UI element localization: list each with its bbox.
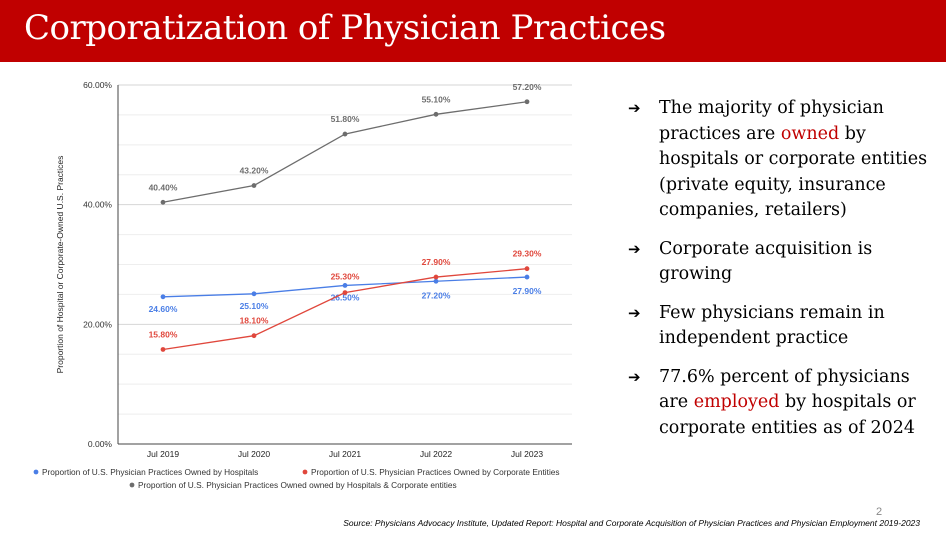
data-label: 25.30% [331,272,360,282]
bullet-highlight: employed [693,392,780,412]
data-label: 18.10% [240,316,269,326]
y-tick-label: 40.00% [83,200,112,210]
data-label: 24.60% [149,304,178,314]
bullet-item: ➔ The majority of physician practices are… [628,96,928,224]
y-tick-label: 60.00% [83,80,112,90]
legend-label: Proportion of U.S. Physician Practices O… [311,467,560,477]
source-citation: Source: Physicians Advocacy Institute, U… [343,518,920,528]
arrow-icon: ➔ [628,239,641,258]
data-point [160,294,166,300]
data-label: 15.80% [149,329,178,339]
data-label: 27.90% [422,257,451,267]
bullet-highlight: owned [780,123,840,144]
x-tick-label: Jul 2020 [238,449,270,459]
data-label: 27.20% [422,290,451,300]
data-point [342,290,348,296]
data-label: 55.10% [422,94,451,104]
title-bar: Corporatization of Physician Practices [0,0,946,62]
bullet-list: ➔ The majority of physician practices are… [628,96,928,454]
bullet-text: by hospitals or corporate entities as of… [659,392,916,438]
data-point [433,274,439,280]
bullet-text: Few physicians remain in independent pra… [659,302,885,349]
data-point [433,111,439,117]
data-point [342,283,348,288]
arrow-icon: ➔ [628,99,641,117]
x-tick-label: Jul 2023 [511,449,543,459]
data-label: 40.40% [149,182,178,192]
data-point [342,131,348,137]
bullet-item: ➔ Few physicians remain in independent pr… [628,301,928,352]
data-label: 25.10% [240,301,269,311]
legend-label: Proportion of U.S. Physician Practices O… [138,480,457,490]
data-point [524,266,530,272]
data-label: 27.90% [513,286,542,296]
slide-title: Corporatization of Physician Practices [24,8,666,48]
x-tick-label: Jul 2021 [329,449,361,459]
data-point [433,278,439,284]
bullet-text: by hospitals or corporate entities (priv… [659,123,928,221]
y-axis-title: Proportion of Hospital or Corporate-Owne… [55,156,65,374]
line-chart: 0.00% 20.00% 40.00% 60.00% Jul 2019 Jul 2020 J… [33,80,572,490]
data-point [524,99,530,105]
x-tick-label: Jul 2019 [147,449,179,459]
data-point [160,199,166,205]
data-point [160,347,166,352]
page-number: 2 [876,506,883,518]
bullet-item: ➔ 77.6% percent of physicians are employe… [628,365,928,442]
y-tick-label: 20.00% [83,319,112,329]
legend-marker [129,482,135,488]
legend-marker [302,469,308,475]
bullet-item: ➔ Corporate acquisition is growing [628,237,928,288]
data-point [251,333,257,339]
y-tick-label: 0.00% [88,439,113,449]
legend-label: Proportion of U.S. Physician Practices O… [42,467,258,477]
data-point [524,274,530,280]
data-label: 26.50% [331,292,360,302]
data-label: 57.20% [513,82,542,92]
legend-marker [33,469,39,475]
bullet-text: The majority of physician practices are [659,98,884,144]
data-label: 51.80% [331,114,360,124]
bullet-text: Corporate acquisition is growing [659,238,873,285]
arrow-icon: ➔ [628,367,641,386]
data-label: 43.20% [240,166,269,176]
arrow-icon: ➔ [628,303,641,322]
bullet-text: 77.6% percent of physicians are [659,366,910,413]
data-label: 29.30% [513,249,542,259]
data-point [251,291,257,297]
data-point [251,183,257,188]
x-tick-label: Jul 2022 [420,449,452,459]
